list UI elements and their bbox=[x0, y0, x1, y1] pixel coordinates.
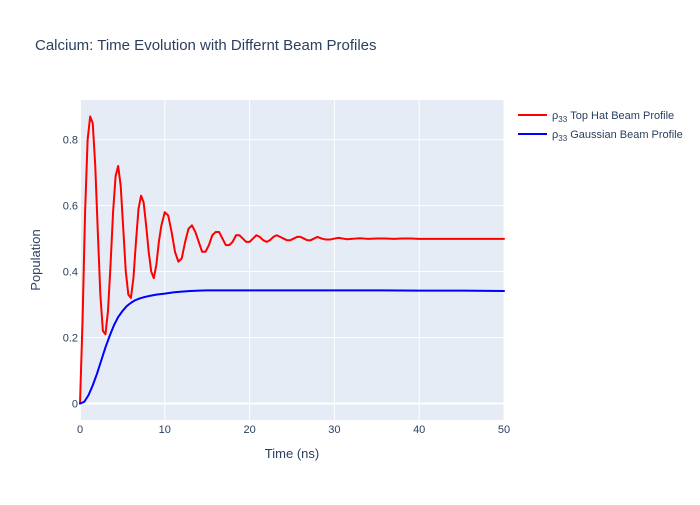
legend-item-2[interactable]: ρ33 Gaussian Beam Profile bbox=[518, 129, 683, 143]
x-tick-label: 10 bbox=[159, 424, 171, 436]
series-line-2 bbox=[79, 289, 505, 405]
y-axis-title: Population bbox=[28, 229, 43, 290]
y-tick-label: 0.4 bbox=[63, 267, 78, 279]
legend[interactable]: ρ33 Top Hat Beam Profile ρ33 Gaussian Bea… bbox=[518, 110, 683, 143]
y-tick-label: 0 bbox=[72, 399, 78, 411]
grid bbox=[79, 100, 505, 420]
legend-label: ρ33 Gaussian Beam Profile bbox=[552, 129, 683, 143]
plot-area bbox=[80, 100, 504, 420]
x-tick-label: 30 bbox=[328, 424, 340, 436]
x-tick-label: 0 bbox=[77, 424, 83, 436]
x-tick-label: 50 bbox=[498, 424, 510, 436]
x-tick-label: 20 bbox=[243, 424, 255, 436]
y-tick-label: 0.6 bbox=[63, 201, 78, 213]
legend-item-1[interactable]: ρ33 Top Hat Beam Profile bbox=[518, 110, 674, 124]
series-layer bbox=[79, 115, 505, 405]
y-tick-label: 0.8 bbox=[63, 135, 78, 147]
legend-label: ρ33 Top Hat Beam Profile bbox=[552, 110, 674, 124]
y-axis-ticks: 0 0.2 0.4 0.6 0.8 bbox=[63, 135, 78, 411]
chart-title: Calcium: Time Evolution with Differnt Be… bbox=[35, 37, 377, 54]
x-axis-ticks: 0 10 20 30 40 50 bbox=[77, 424, 510, 436]
x-tick-label: 40 bbox=[413, 424, 425, 436]
y-tick-label: 0.2 bbox=[63, 333, 78, 345]
series-line-1 bbox=[79, 115, 505, 405]
x-axis-title: Time (ns) bbox=[265, 446, 319, 461]
